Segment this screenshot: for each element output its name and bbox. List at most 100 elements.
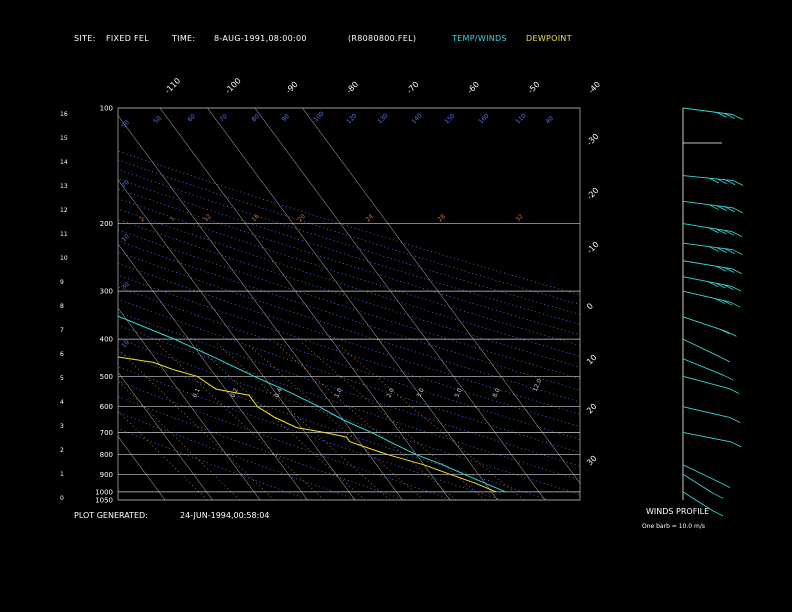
wind-barb bbox=[682, 375, 730, 389]
theta-label: 130 bbox=[376, 112, 389, 125]
height-tick-label: 0 bbox=[60, 495, 64, 502]
dry-adiabat bbox=[118, 178, 580, 325]
wind-barb-feather bbox=[730, 441, 742, 448]
wind-barb bbox=[682, 316, 727, 332]
theta-label: 70 bbox=[120, 179, 130, 189]
temp-tick-label-right: 0 bbox=[585, 301, 595, 311]
theta-label: 70 bbox=[218, 113, 228, 123]
wind-barb-feather bbox=[716, 178, 728, 185]
height-tick-label: 7 bbox=[60, 327, 64, 334]
dry-adiabat bbox=[118, 352, 551, 500]
legend-dewpoint: DEWPOINT bbox=[526, 34, 572, 43]
generated-value: 24-JUN-1994,00:58:04 bbox=[180, 511, 270, 520]
wind-barb-feather bbox=[708, 246, 719, 252]
isotherm-line bbox=[159, 108, 451, 500]
dry-adiabat bbox=[118, 338, 580, 495]
mixing-ratio-label: 32 bbox=[514, 213, 524, 223]
height-tick-label: 11 bbox=[60, 231, 68, 238]
isotherm-line bbox=[0, 108, 23, 500]
dry-adiabat bbox=[118, 311, 580, 467]
wind-barb-feather bbox=[712, 492, 724, 499]
height-tick-label: 3 bbox=[60, 423, 64, 430]
theta-label: 90 bbox=[280, 113, 290, 123]
file-name: (R8080800.FEL) bbox=[348, 34, 417, 43]
temp-tick-label-right: -10 bbox=[585, 240, 601, 256]
mixing-ratio-label: 24 bbox=[364, 213, 374, 223]
theta-label: 90 bbox=[120, 119, 130, 129]
wind-barb bbox=[682, 406, 731, 419]
mixing-ratio-line bbox=[336, 342, 525, 500]
mixing-ratio-line bbox=[118, 410, 208, 500]
wind-barb-feather bbox=[729, 417, 741, 423]
wind-barb-feather bbox=[708, 177, 720, 184]
temperature-line bbox=[118, 315, 506, 493]
site-label: SITE: bbox=[74, 34, 96, 43]
dry-adiabat bbox=[118, 286, 580, 440]
height-tick-label: 8 bbox=[60, 303, 64, 310]
temp-tick-label-top: -110 bbox=[163, 76, 182, 95]
dry-adiabat-lines bbox=[118, 150, 580, 500]
pressure-tick-label: 600 bbox=[100, 403, 113, 411]
pressure-tick-label: 100 bbox=[100, 105, 113, 113]
sounding-series bbox=[118, 315, 506, 493]
mixing-ratio-label: 1.0 bbox=[333, 387, 343, 399]
wind-barb bbox=[682, 276, 732, 287]
isotherm-lines bbox=[0, 108, 580, 500]
dry-adiabat bbox=[118, 159, 580, 305]
mixing-ratio-label: 20 bbox=[296, 213, 306, 223]
mixing-ratio-label: 8.0 bbox=[491, 387, 501, 399]
temp-tick-label-top: -70 bbox=[405, 80, 421, 96]
mixing-ratio-label: 5.0 bbox=[453, 387, 463, 399]
dry-adiabat bbox=[118, 240, 580, 391]
dry-adiabat bbox=[118, 428, 310, 500]
mixing-ratio-line bbox=[118, 348, 275, 500]
dry-adiabat bbox=[118, 299, 580, 454]
theta-label: 50 bbox=[152, 115, 162, 125]
height-tick-label: 16 bbox=[60, 111, 68, 118]
legend-temp: TEMP/WINDS bbox=[452, 34, 507, 43]
wind-barb-feather bbox=[723, 284, 734, 290]
height-tick-label: 4 bbox=[60, 399, 64, 406]
winds-profile bbox=[682, 107, 744, 517]
mixing-ratio-label: 2 bbox=[138, 216, 146, 224]
wind-barb-feather bbox=[726, 331, 737, 337]
wind-barb bbox=[682, 175, 734, 181]
wind-barb-feather bbox=[732, 249, 743, 256]
wind-barb-feather bbox=[716, 205, 727, 212]
wind-barb bbox=[682, 358, 724, 376]
theta-label: 120 bbox=[345, 112, 358, 125]
dry-adiabat bbox=[118, 251, 580, 403]
dry-adiabat bbox=[118, 380, 454, 500]
dry-adiabat bbox=[118, 169, 580, 315]
height-tick-label: 1 bbox=[60, 471, 64, 478]
mixing-ratio-label: 12 bbox=[202, 213, 212, 223]
temp-tick-label-top: -80 bbox=[345, 80, 361, 96]
isotherm-line bbox=[302, 108, 580, 484]
theta-label: 10 bbox=[120, 339, 130, 349]
mixing-ratio-line bbox=[193, 342, 365, 500]
theta-label: 100 bbox=[312, 110, 325, 123]
height-tick-label: 14 bbox=[60, 159, 68, 166]
mixing-ratio-label: 0.4 bbox=[273, 387, 283, 399]
pressure-tick-label: 900 bbox=[100, 471, 113, 479]
isotherm-line bbox=[118, 371, 213, 500]
wind-barb-feather bbox=[723, 374, 734, 381]
dry-adiabat bbox=[118, 198, 580, 346]
theta-label: 30 bbox=[120, 281, 130, 291]
temp-tick-label-right: 30 bbox=[585, 454, 599, 468]
theta-label: 40 bbox=[544, 115, 554, 125]
wind-barb bbox=[682, 464, 721, 484]
site-value: FIXED FEL bbox=[106, 34, 150, 43]
wind-barb-feather bbox=[708, 204, 719, 211]
wind-barb-feather bbox=[724, 248, 735, 255]
wind-barb-feather bbox=[715, 282, 726, 289]
height-tick-label: 12 bbox=[60, 207, 68, 214]
wind-barb-feather bbox=[723, 267, 735, 273]
dry-adiabat bbox=[118, 229, 580, 380]
dry-adiabat bbox=[118, 396, 406, 500]
wind-barb-feather bbox=[714, 298, 726, 304]
wind-barb-feather bbox=[719, 328, 730, 335]
theta-label: 80 bbox=[250, 113, 260, 123]
temp-tick-label-right: 20 bbox=[585, 402, 599, 416]
